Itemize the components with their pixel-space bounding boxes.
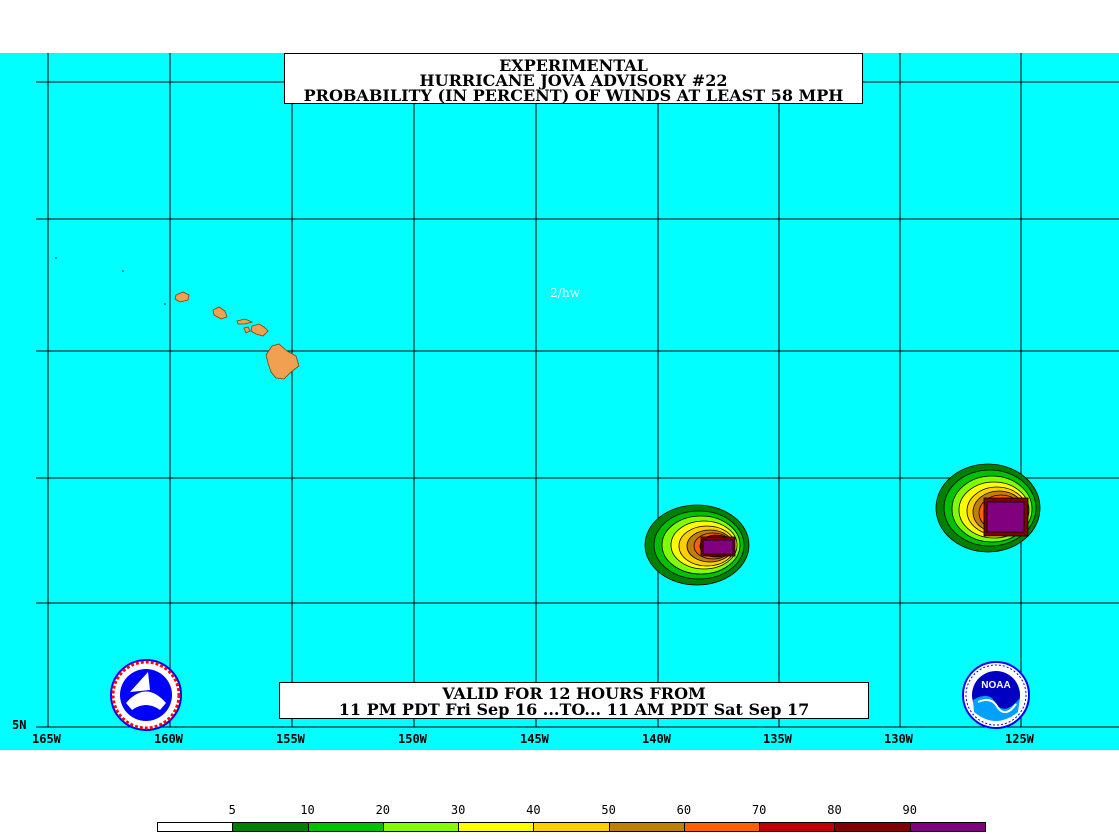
legend-swatch [382, 822, 460, 832]
title-line-3: PROBABILITY (IN PERCENT) OF WINDS AT LEA… [303, 86, 844, 105]
longitude-label-155w: 155W [276, 732, 306, 746]
probability-contours-storm-east [935, 463, 1041, 553]
molokai-island [236, 318, 254, 325]
longitude-labels: 165W 160W 155W 150W 145W 140W 135W 130W 125W [32, 732, 1035, 746]
legend-label: 70 [751, 803, 767, 817]
probability-contours-storm-west [644, 504, 750, 586]
longitude-label-125w: 125W [1005, 732, 1035, 746]
legend-label: 5 [228, 803, 236, 817]
title-line-1: EXPERIMENTAL [499, 56, 648, 75]
legend-label: 40 [526, 803, 541, 817]
legend-label: 10 [300, 803, 315, 817]
hawaiian-islands [174, 291, 300, 380]
legend-swatch [608, 822, 685, 832]
longitude-label-145w: 145W [520, 732, 550, 746]
noaa-logo: NOAA [962, 661, 1030, 729]
svg-text:NOAA: NOAA [981, 680, 1010, 691]
longitude-label-140w: 140W [642, 732, 672, 746]
credit-tag: 2/hw [550, 286, 580, 300]
valid-period-box: VALID FOR 12 HOURS FROM 11 PM PDT Fri Se… [279, 682, 869, 719]
legend-swatch [683, 822, 761, 832]
longitude-label-135w: 135W [763, 732, 793, 746]
longitude-label-130w: 130W [884, 732, 914, 746]
legend-label: 20 [375, 803, 391, 817]
longitude-label-165w: 165W [32, 732, 62, 746]
legend-label: 50 [601, 803, 616, 817]
maui-island [250, 323, 269, 337]
latitude-label-5n: 5N [12, 718, 26, 732]
valid-line-2: 11 PM PDT Fri Sep 16 ...TO... 11 AM PDT … [338, 700, 810, 719]
valid-line-1: VALID FOR 12 HOURS FROM [442, 684, 706, 703]
map-title-box: EXPERIMENTAL HURRICANE JOVA ADVISORY #22… [284, 53, 863, 104]
oahu-island [212, 306, 228, 320]
longitude-label-160w: 160W [154, 732, 184, 746]
legend-swatch [909, 822, 986, 832]
legend-swatch [533, 822, 610, 832]
nws-logo [110, 659, 182, 731]
legend-label: 80 [827, 803, 842, 817]
legend-swatch [232, 822, 309, 832]
legend-swatch [834, 822, 911, 832]
legend-label: 90 [902, 803, 917, 817]
legend-label: 60 [676, 803, 692, 817]
lanai-island [243, 326, 251, 334]
kauai-island [174, 291, 190, 303]
big-island [265, 343, 300, 380]
legend-swatch [157, 822, 234, 832]
title-line-2: HURRICANE JOVA ADVISORY #22 [419, 71, 728, 90]
ocean [0, 53, 1119, 750]
longitude-label-150w: 150W [398, 732, 428, 746]
legend-swatch [307, 822, 384, 832]
legend-swatch [458, 822, 535, 832]
legend-swatch [759, 822, 836, 832]
legend-label: 30 [450, 803, 466, 817]
